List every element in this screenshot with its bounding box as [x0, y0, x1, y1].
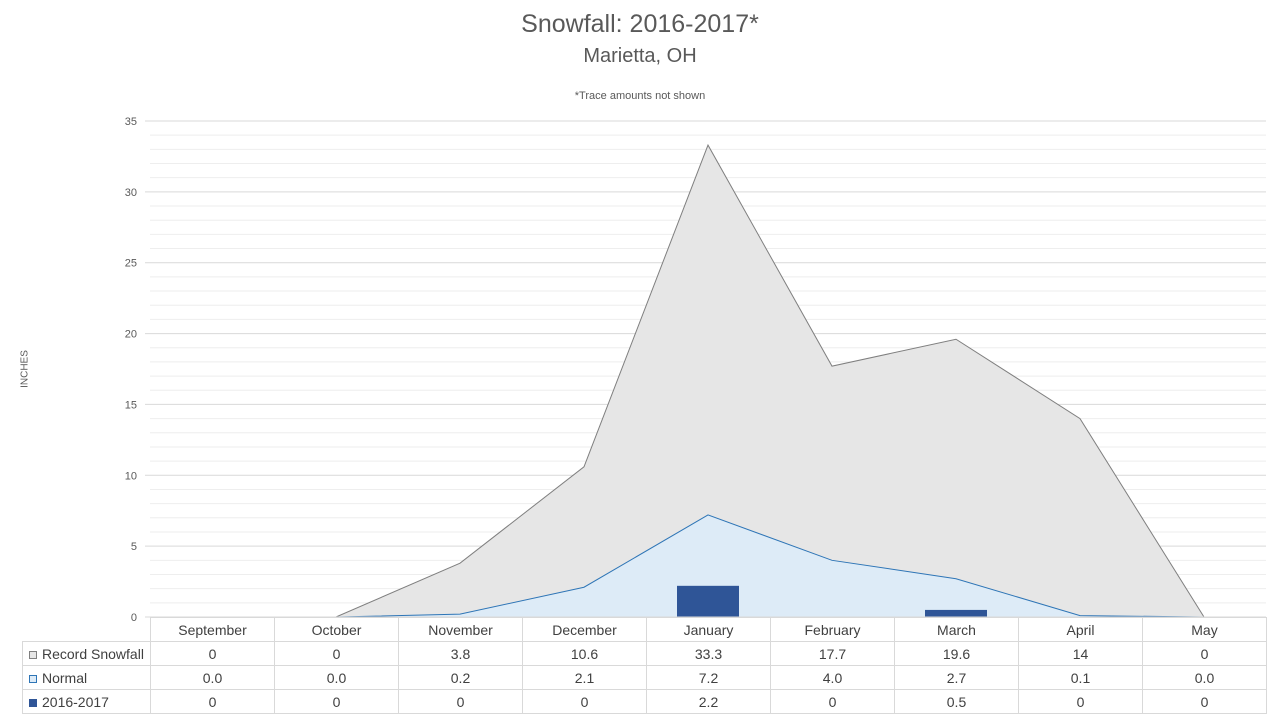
x-tick-label: March [894, 617, 1019, 642]
record-snowfall-line [212, 143, 1205, 618]
data-label: 17.7 [770, 641, 895, 666]
data-label: 0.0 [1142, 665, 1267, 690]
legend-swatch [29, 698, 37, 707]
legend-entry-record-snowfall: Record Snowfall [22, 641, 151, 666]
x-tick-label: February [770, 617, 895, 642]
x-tick-label: December [522, 617, 647, 642]
table-corner [22, 617, 151, 642]
legend-label: Record Snowfall [42, 645, 144, 662]
data-label: 0 [1018, 689, 1143, 714]
data-label: 0 [150, 689, 275, 714]
y-tick-label: 25 [125, 258, 137, 270]
data-label: 0 [398, 689, 523, 714]
x-tick-label: October [274, 617, 399, 642]
legend-swatch [29, 674, 37, 683]
data-label: 0.5 [894, 689, 1019, 714]
x-tick-label: May [1142, 617, 1267, 642]
table-header-row: September October November December January F… [22, 617, 1267, 642]
y-tick-label: 15 [125, 399, 137, 411]
data-label: 4.0 [770, 665, 895, 690]
y-tick-label: 5 [131, 541, 137, 553]
data-label: 14 [1018, 641, 1143, 666]
data-label: 0 [770, 689, 895, 714]
normal-area [212, 514, 1204, 617]
data-label: 33.3 [646, 641, 771, 666]
data-label: 10.6 [522, 641, 647, 666]
chart-note: *Trace amounts not shown [574, 90, 706, 102]
data-label: 0 [1142, 641, 1267, 666]
table-row: Record Snowfall 0 0 3.8 10.6 33.3 17.7 19.6 14 0 [22, 641, 1267, 666]
record-snowfall-area [212, 145, 1204, 617]
x-tick-label: September [150, 617, 275, 642]
legend-label: Normal [42, 669, 88, 686]
y-tick-label: 30 [125, 187, 137, 199]
data-label: 0.0 [150, 665, 275, 690]
y-tick-label: 20 [125, 329, 137, 341]
y-tick-label: 35 [125, 116, 137, 128]
legend-entry-normal: Normal [22, 665, 151, 690]
legend-label: 2016-2017 [42, 693, 109, 710]
data-label: 0 [274, 689, 399, 714]
data-table: September October November December January F… [22, 617, 1267, 714]
legend-swatch [29, 650, 37, 659]
table-row: 2016-2017 0 0 0 0 2.2 0 0.5 0 0 [22, 689, 1267, 714]
x-tick-label: November [398, 617, 523, 642]
data-label: 3.8 [398, 641, 523, 666]
2016-2017-bar-march [925, 609, 987, 617]
legend-entry-2016-2017: 2016-2017 [22, 689, 151, 714]
data-label: 0 [1142, 689, 1267, 714]
normal-line [212, 514, 1205, 618]
data-label: 2.7 [894, 665, 1019, 690]
data-label: 0 [522, 689, 647, 714]
chart-subtitle: Marietta, OH [583, 45, 697, 67]
x-tick-label: April [1018, 617, 1143, 642]
data-label: 0.2 [398, 665, 523, 690]
data-label: 19.6 [894, 641, 1019, 666]
data-label: 7.2 [646, 665, 771, 690]
2016-2017-bar-january [677, 585, 739, 617]
x-tick-label: January [646, 617, 771, 642]
data-label: 0 [274, 641, 399, 666]
data-label: 0 [150, 641, 275, 666]
data-label: 2.1 [522, 665, 647, 690]
data-label: 0.1 [1018, 665, 1143, 690]
y-tick-label: 10 [125, 470, 137, 482]
data-label: 2.2 [646, 689, 771, 714]
table-row: Normal 0.0 0.0 0.2 2.1 7.2 4.0 2.7 0.1 0.0 [22, 665, 1267, 690]
chart-title: Snowfall: 2016-2017* [521, 10, 759, 38]
data-label: 0.0 [274, 665, 399, 690]
